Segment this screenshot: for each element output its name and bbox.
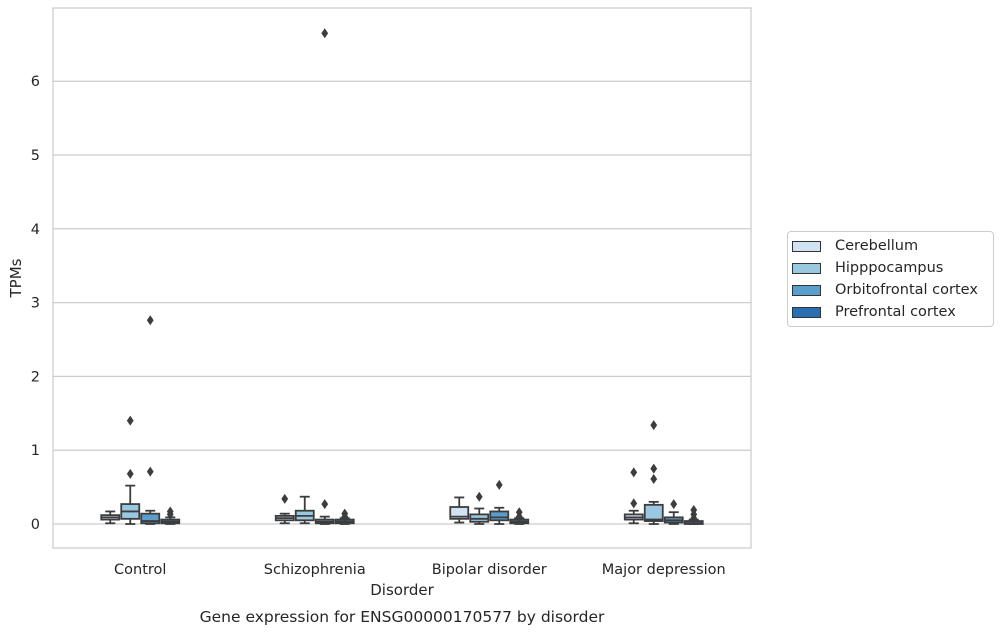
outlier-point <box>146 466 154 477</box>
box-cerebellum <box>623 467 644 525</box>
legend-swatch <box>792 306 821 318</box>
legend-swatch <box>792 240 821 252</box>
box-body <box>140 512 161 525</box>
outlier-point <box>495 479 503 490</box>
outlier-point <box>321 499 329 510</box>
box-cerebellum <box>274 493 295 525</box>
legend-label: Prefrontal cortex <box>835 304 956 320</box>
legend-label: Hipppocampus <box>835 260 944 276</box>
y-tick-label: 0 <box>31 517 40 533</box>
box-body <box>643 503 664 522</box>
legend-item-prefrontal-cortex: Prefrontal cortex <box>792 302 956 322</box>
box-body <box>489 510 510 522</box>
x-tick-label: Bipolar disorder <box>432 562 547 578</box>
box-prefrontal-cortex <box>509 507 530 525</box>
outlier-point <box>126 415 134 426</box>
x-axis-label: Disorder <box>370 581 434 599</box>
y-tick-label: 2 <box>31 369 40 385</box>
legend-label: Orbitofrontal cortex <box>835 282 978 298</box>
x-tick-label: Control <box>114 562 166 578</box>
outlier-point <box>630 498 638 509</box>
box-orbitofrontal-cortex <box>314 28 335 525</box>
outlier-point <box>166 506 174 517</box>
box-orbitofrontal-cortex <box>489 479 510 525</box>
legend-label: Cerebellum <box>835 238 919 254</box>
outlier-point <box>650 420 658 431</box>
box-body <box>449 506 470 520</box>
outlier-point <box>690 504 698 515</box>
box-orbitofrontal-cortex <box>140 315 161 525</box>
plot-area-frame <box>52 7 752 549</box>
gridlines <box>53 80 751 525</box>
y-tick-label: 5 <box>31 148 40 164</box>
box-hipppocampus <box>294 495 315 525</box>
box-prefrontal-cortex <box>160 506 181 525</box>
outlier-point <box>341 508 349 519</box>
box-orbitofrontal-cortex <box>663 499 684 525</box>
box-hipppocampus <box>469 491 490 525</box>
legend-item-cerebellum: Cerebellum <box>792 236 918 256</box>
y-axis-label: TPMs <box>7 258 25 298</box>
y-tick-label: 3 <box>31 296 40 312</box>
y-tick-label: 6 <box>31 74 40 90</box>
x-tick-label: Schizophrenia <box>264 562 366 578</box>
outlier-point <box>650 473 658 484</box>
legend: Cerebellum Hipppocampus Orbitofrontal co… <box>787 231 994 327</box>
legend-item-hippocampus: Hipppocampus <box>792 258 943 278</box>
outlier-point <box>126 468 134 479</box>
y-axis-ticks: 0 1 2 3 4 5 6 <box>31 74 40 533</box>
legend-item-orbitofrontal-cortex: Orbitofrontal cortex <box>792 280 978 300</box>
box-cerebellum <box>449 496 470 524</box>
outlier-point <box>146 315 154 326</box>
x-tick-label: Major depression <box>602 562 726 578</box>
y-tick-label: 4 <box>31 222 40 238</box>
outlier-point <box>515 507 523 518</box>
outlier-point <box>475 491 483 502</box>
chart-title: Gene expression for ENSG00000170577 by d… <box>200 608 605 626</box>
box-hipppocampus <box>120 415 141 525</box>
box-prefrontal-cortex <box>334 508 355 525</box>
box-series <box>100 28 704 525</box>
outlier-point <box>670 499 678 510</box>
y-tick-label: 1 <box>31 443 40 459</box>
legend-swatch <box>792 284 821 296</box>
box-cerebellum <box>100 510 121 525</box>
outlier-point <box>650 463 658 474</box>
outlier-point <box>281 493 289 504</box>
x-axis-ticks: Control Schizophrenia Bipolar disorder Majo… <box>114 562 726 578</box>
box-prefrontal-cortex <box>683 504 704 525</box>
outlier-point <box>321 28 329 39</box>
outlier-point <box>630 467 638 478</box>
box-hipppocampus <box>643 420 664 525</box>
legend-swatch <box>792 262 821 274</box>
